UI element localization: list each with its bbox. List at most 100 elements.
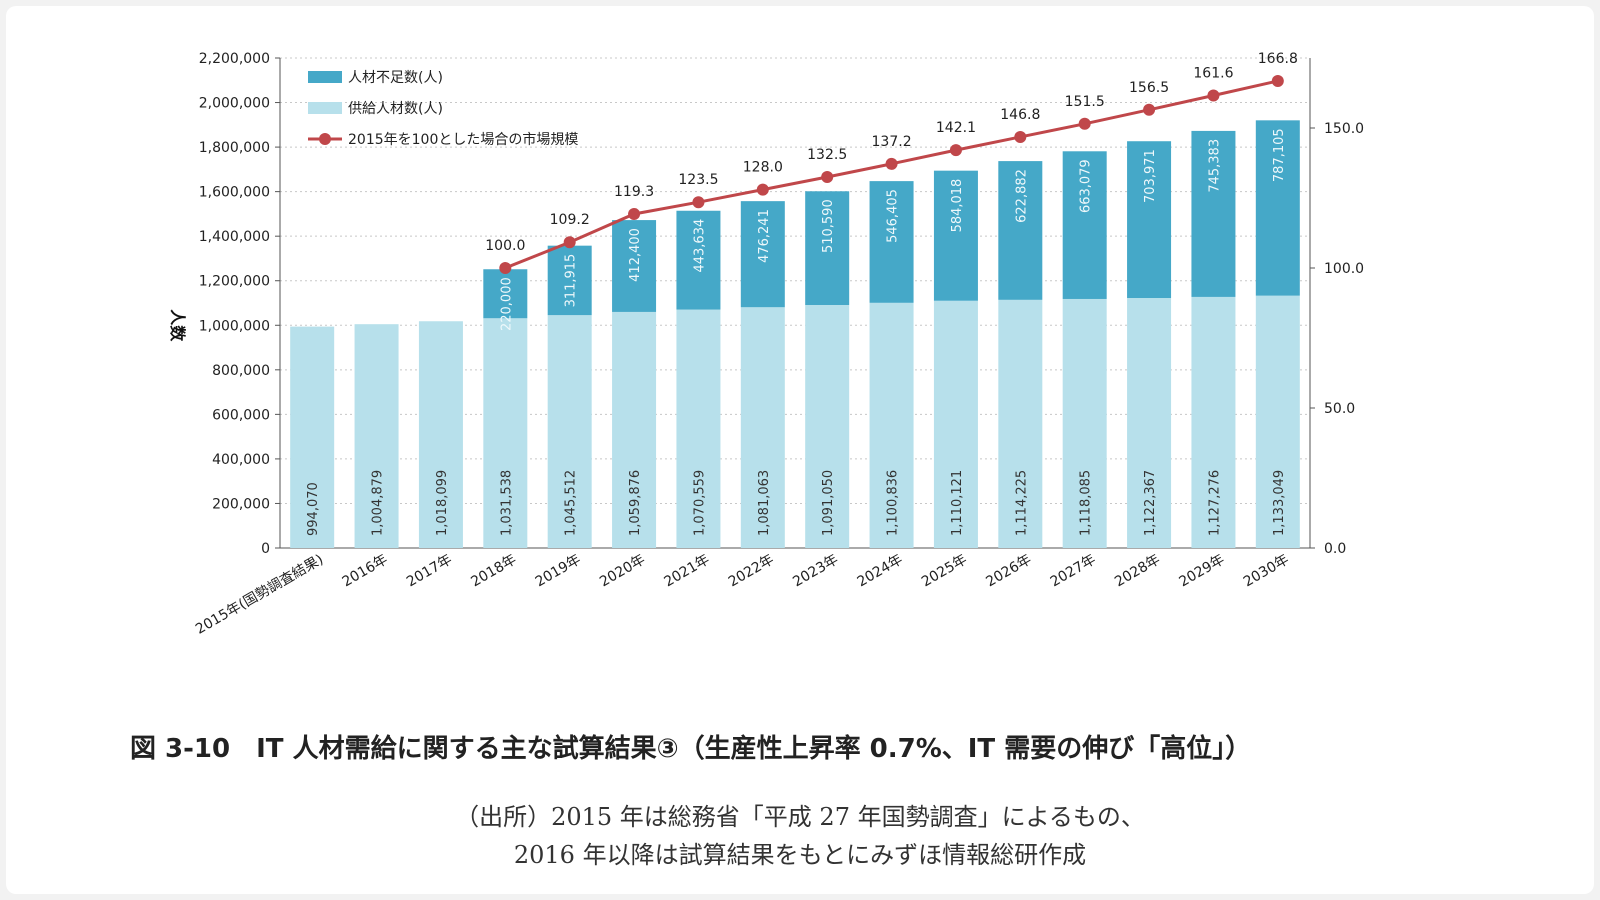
market-point-label: 161.6 <box>1193 66 1233 82</box>
source-line-2: 2016 年以降は試算結果をもとにみずほ情報総研作成 <box>513 841 1087 869</box>
market-point <box>885 157 898 170</box>
market-point-label: 137.2 <box>872 134 912 150</box>
bar-supply-label: 1,031,538 <box>499 470 514 536</box>
market-point-label: 151.5 <box>1065 94 1105 110</box>
y-tick-label: 1,400,000 <box>199 229 270 245</box>
bar-shortage-label: 787,105 <box>1272 128 1287 182</box>
bar-shortage <box>740 201 785 308</box>
bar-shortage-label: 584,018 <box>950 179 965 233</box>
bar-shortage-label: 311,915 <box>564 254 579 308</box>
bar-supply <box>354 324 399 548</box>
y2-tick-label: 0.0 <box>1324 541 1346 557</box>
market-point-label: 132.5 <box>807 147 847 163</box>
bar-supply-label: 1,070,559 <box>692 470 707 536</box>
figure-caption: 図 3-10 IT 人材需給に関する主な試算結果③（生産性上昇率 0.7%、IT… <box>130 734 1252 764</box>
y-tick-label: 2,000,000 <box>199 96 270 112</box>
x-tick-label: 2015年(国勢調査結果) <box>193 552 326 638</box>
x-tick-label: 2016年 <box>340 552 391 591</box>
bar-supply <box>933 300 978 548</box>
bar-supply-label: 1,122,367 <box>1143 470 1158 536</box>
y-tick-label: 1,200,000 <box>199 274 270 290</box>
bar-supply <box>740 307 785 548</box>
bar-supply <box>998 299 1043 548</box>
bar-supply-label: 1,059,876 <box>628 470 643 536</box>
y-axis-title: 人数 <box>168 309 187 342</box>
bar-shortage-label: 703,971 <box>1143 149 1158 203</box>
bar-shortage <box>676 210 721 310</box>
x-tick-label: 2021年 <box>661 552 712 591</box>
market-point-label: 166.8 <box>1258 51 1298 67</box>
y2-tick-label: 50.0 <box>1324 401 1355 417</box>
x-tick-label: 2027年 <box>1048 552 1099 591</box>
x-tick-label: 2019年 <box>533 552 584 591</box>
bar-supply <box>290 326 335 548</box>
bar-supply <box>1255 295 1300 548</box>
market-point <box>1014 130 1027 143</box>
market-point-label: 123.5 <box>678 172 718 188</box>
bar-supply-label: 1,114,225 <box>1014 470 1029 536</box>
bar-shortage <box>805 191 850 305</box>
market-point <box>949 144 962 157</box>
market-point-label: 146.8 <box>1000 107 1040 123</box>
x-tick-label: 2018年 <box>468 552 519 591</box>
legend-swatch <box>308 71 342 83</box>
legend-swatch-marker <box>319 133 331 145</box>
legend-label: 2015年を100とした場合の市場規模 <box>348 131 578 148</box>
x-tick-label: 2030年 <box>1241 552 1292 591</box>
bar-shortage <box>547 245 592 316</box>
legend-label: 人材不足数(人) <box>348 70 443 86</box>
bar-supply-label: 1,091,050 <box>821 470 836 536</box>
x-tick-label: 2023年 <box>790 552 841 591</box>
bar-shortage-label: 412,400 <box>628 228 643 282</box>
y-tick-label: 800,000 <box>212 363 270 379</box>
bar-supply-label: 1,100,836 <box>886 470 901 536</box>
bar-shortage <box>933 170 978 301</box>
bar-shortage-label: 220,000 <box>499 277 514 331</box>
bar-shortage-label: 476,241 <box>757 209 772 263</box>
bar-supply-label: 994,070 <box>306 482 321 536</box>
bar-shortage <box>1062 151 1107 299</box>
chart: 0 200,000 400,000 600,000 800,000 1,000,000 1,… <box>168 51 1364 638</box>
y-tick-label: 0 <box>261 541 270 557</box>
market-point <box>1143 103 1156 116</box>
y-tick-label: 2,200,000 <box>199 51 270 67</box>
bar-supply-label: 1,133,049 <box>1272 470 1287 536</box>
y-tick-label: 400,000 <box>212 452 270 468</box>
bar-shortage <box>1255 120 1300 296</box>
market-point <box>756 183 769 196</box>
y2-tick-label: 150.0 <box>1324 121 1364 137</box>
market-point <box>1207 89 1220 102</box>
bar-shortage-label: 745,383 <box>1207 139 1222 193</box>
bar-supply-label: 1,045,512 <box>564 470 579 536</box>
market-point <box>692 196 705 209</box>
x-tick-label: 2029年 <box>1176 552 1227 591</box>
x-tick-label: 2020年 <box>597 552 648 591</box>
bar-supply <box>805 304 850 548</box>
x-tick-label: 2017年 <box>404 552 455 591</box>
bar-shortage-label: 663,079 <box>1079 159 1094 213</box>
x-tick-label: 2025年 <box>919 552 970 591</box>
x-tick-label: 2026年 <box>983 552 1034 591</box>
x-tick-label: 2022年 <box>726 552 777 591</box>
market-point-label: 142.1 <box>936 120 976 136</box>
market-point-label: 109.2 <box>550 212 590 228</box>
bar-shortage <box>1191 130 1236 297</box>
bar-shortage <box>869 181 914 303</box>
bar-supply <box>1191 296 1236 548</box>
bar-supply <box>547 315 592 548</box>
bar-supply-label: 1,127,276 <box>1207 470 1222 536</box>
bar-supply-label: 1,081,063 <box>757 470 772 536</box>
bar-shortage-label: 443,634 <box>692 219 707 273</box>
bar-shortage <box>483 269 528 319</box>
bar-supply <box>869 302 914 548</box>
bar-supply <box>676 309 721 548</box>
market-point <box>821 171 834 183</box>
bar-shortage <box>612 220 657 312</box>
source-note: （出所）2015 年は総務省「平成 27 年国勢調査」によるもの、 2016 年… <box>0 798 1600 874</box>
y-tick-label: 200,000 <box>212 496 270 512</box>
market-point-label: 156.5 <box>1129 80 1169 96</box>
legend-swatch <box>308 102 342 114</box>
market-point-label: 119.3 <box>614 184 654 200</box>
market-point <box>628 207 641 220</box>
bar-shortage-label: 510,590 <box>821 199 836 253</box>
